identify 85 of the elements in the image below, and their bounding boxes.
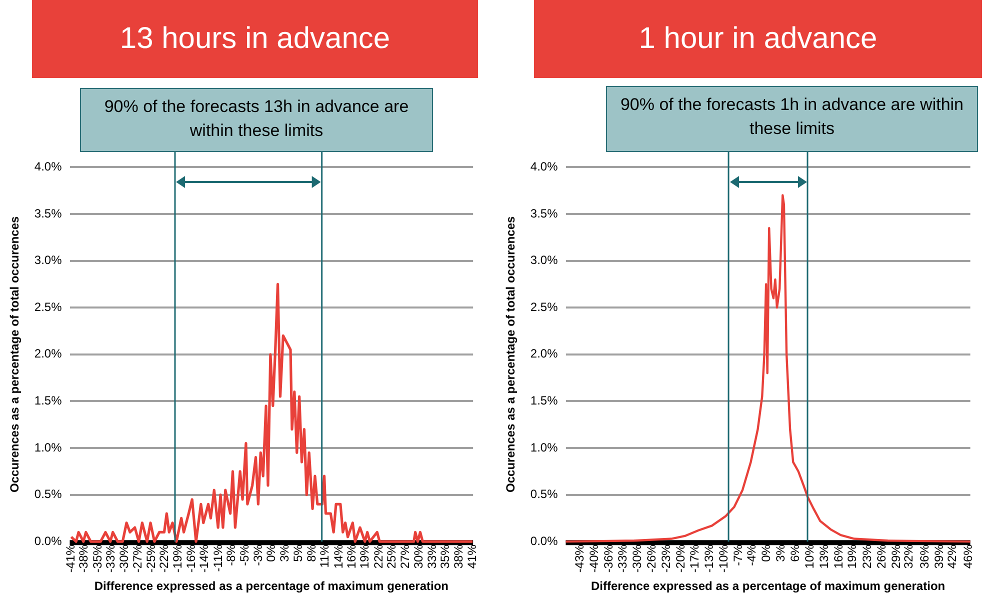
x-tick-label: -14% [197,544,212,573]
x-tick-label: -40% [586,544,601,573]
x-axis-title: Difference expressed as a percentage of maximum generation [94,579,448,594]
y-tick-label: 2.5% [530,300,558,314]
y-tick-label: 0.5% [530,487,558,502]
y-tick-label: 1.5% [530,394,558,408]
text: 90% of the forecasts 13h in advance are within these limits [80,88,433,152]
x-tick-label: 11% [318,544,332,568]
x-tick-label: -41% [64,544,78,573]
y-tick-label: 2.0% [530,346,558,361]
x-tick-label: -3% [251,544,265,566]
x-tick-label: 19% [358,544,372,569]
x-tick-label: 3% [774,544,788,562]
y-tick-label: 3.0% [530,253,558,268]
y-axis-title: Occurences as a percentage of total occurences [8,216,22,492]
x-tick-label: 32% [902,544,916,569]
x-tick-label: -11% [210,544,225,572]
x-tick-label: 6% [788,544,802,562]
x-tick-label: -43% [572,544,586,573]
x-tick-label: -19% [170,544,185,573]
x-tick-label: -36% [601,544,616,573]
y-tick-label: 1.0% [530,440,558,454]
x-tick-label: 33% [424,544,439,569]
x-tick-label: -33% [616,544,630,573]
x-tick-label: 38% [452,544,466,569]
x-tick-label: -22% [157,544,172,573]
x-tick-label: -30% [116,544,131,573]
x-tick-label: 29% [888,544,903,569]
x-tick-label: 25% [384,544,399,569]
x-axis-title: Difference expressed as a percentage of maximum generation [590,579,946,594]
y-tick-label: 2.0% [34,346,62,361]
y-tick-label: 0.5% [34,487,62,502]
x-tick-label: 3% [277,544,292,562]
x-tick-label: -20% [673,544,688,573]
x-tick-label: 27% [398,544,412,569]
x-tick-label: -23% [658,544,673,573]
x-tick-label: 30% [412,544,426,569]
x-tick-label: 0% [264,544,278,562]
y-tick-label: 1.0% [34,440,62,454]
chart-title: 1 hour in advance [534,0,982,78]
x-tick-label: 46% [960,544,975,569]
x-tick-label: -16% [184,544,198,573]
x-tick-label: 39% [932,544,946,569]
y-axis-title: Occurences as a percentage of total occurences [504,216,518,492]
y-tick-label: 2.5% [34,300,62,314]
x-tick-label: -25% [144,544,158,573]
y-tick-label: 3.0% [34,253,62,268]
x-tick-label: -38% [76,544,91,573]
x-tick-label: 22% [371,544,386,569]
x-tick-label: -8% [224,544,238,566]
y-tick-label: 0.0% [34,534,62,548]
y-tick-label: 3.5% [530,206,558,220]
x-tick-label: 14% [331,544,346,569]
x-tick-label: -7% [730,544,745,566]
x-tick-label: 16% [344,544,358,569]
x-tick-label: -17% [688,544,702,573]
x-tick-label: 41% [464,544,479,569]
x-tick-label: -10% [716,544,730,573]
x-tick-label: 26% [874,544,888,569]
y-tick-label: 1.5% [34,394,62,408]
x-tick-label: 35% [438,544,452,569]
x-tick-label: 36% [918,544,932,569]
x-tick-label: -27% [130,544,145,573]
y-tick-label: 4.0% [530,160,558,174]
x-tick-label: -26% [644,544,658,573]
x-tick-label: 19% [844,544,859,569]
x-tick-label: 5% [291,544,306,562]
x-tick-label: 23% [860,544,874,569]
x-tick-label: -30% [630,544,644,573]
x-tick-label: -4% [744,544,758,566]
x-tick-label: 13% [816,544,831,569]
chart-title: 13 hours in advance [32,0,478,78]
y-tick-label: 4.0% [34,160,62,174]
x-tick-label: -33% [104,544,118,573]
x-tick-label: 42% [945,544,960,569]
x-tick-label: 10% [802,544,816,569]
x-tick-label: 0% [759,544,774,562]
y-tick-label: 3.5% [34,206,62,220]
x-tick-label: 16% [831,544,846,569]
x-tick-label: -13% [702,544,716,573]
x-tick-label: 8% [304,544,318,562]
y-tick-label: 0.0% [530,534,558,548]
x-tick-label: -35% [90,544,104,573]
x-tick-label: -5% [237,544,252,566]
text: 90% of the forecasts 1h in advance are within these limits [606,86,978,152]
